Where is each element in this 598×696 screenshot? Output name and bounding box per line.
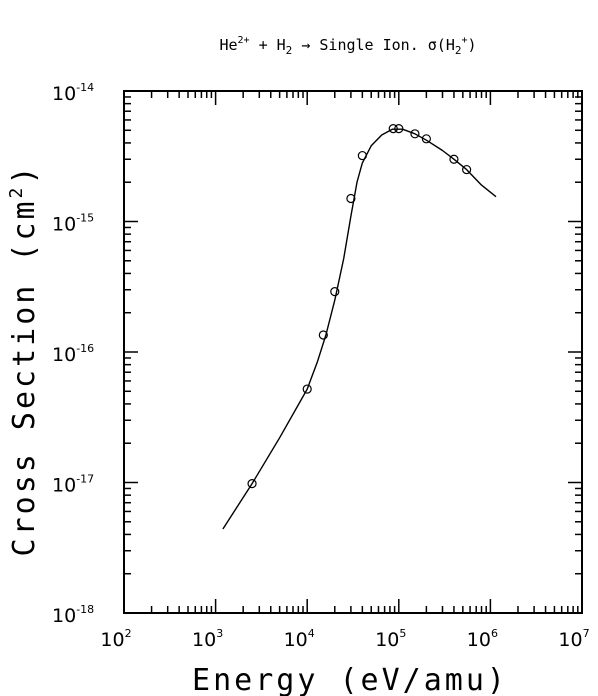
data-point xyxy=(318,330,328,340)
fit-curve xyxy=(222,128,497,530)
data-point xyxy=(302,384,312,394)
x-tick-label: 103 xyxy=(192,627,223,651)
data-point xyxy=(357,150,367,161)
y-tick-label: 10-15 xyxy=(52,212,94,236)
x-tick-label: 105 xyxy=(375,627,406,651)
data-point xyxy=(330,287,340,297)
y-tick-label: 10-16 xyxy=(52,342,94,366)
y-tick-label: 10-18 xyxy=(52,603,94,627)
data-point xyxy=(462,164,472,175)
data-point xyxy=(388,124,398,134)
y-tick-label: 10-17 xyxy=(52,473,94,497)
x-tick-label: 102 xyxy=(100,627,131,651)
data-point xyxy=(394,124,404,134)
y-tick-labels: 10-18 10-17 10-16 10-15 10-14 xyxy=(52,81,94,627)
data-point xyxy=(421,134,431,144)
data-point xyxy=(410,129,420,139)
data-point xyxy=(449,154,459,164)
x-tick-label: 104 xyxy=(284,627,315,651)
x-tick-labels: 102 103 104 105 106 107 xyxy=(100,627,589,651)
data-point xyxy=(346,193,356,204)
plot-frame xyxy=(123,90,583,614)
x-tick-label: 106 xyxy=(467,627,498,651)
axis-ticks xyxy=(124,91,582,613)
y-axis-label: Cross Section (cm2) xyxy=(6,164,42,557)
x-tick-label: 107 xyxy=(558,627,589,651)
y-tick-label: 10-14 xyxy=(52,81,94,105)
data-point xyxy=(247,479,257,489)
data-series xyxy=(222,124,497,530)
x-axis-label: Energy (eV/amu) xyxy=(192,663,508,696)
chart-title: He2+ + H2 → Single Ion. σ(H2+) xyxy=(219,35,476,57)
